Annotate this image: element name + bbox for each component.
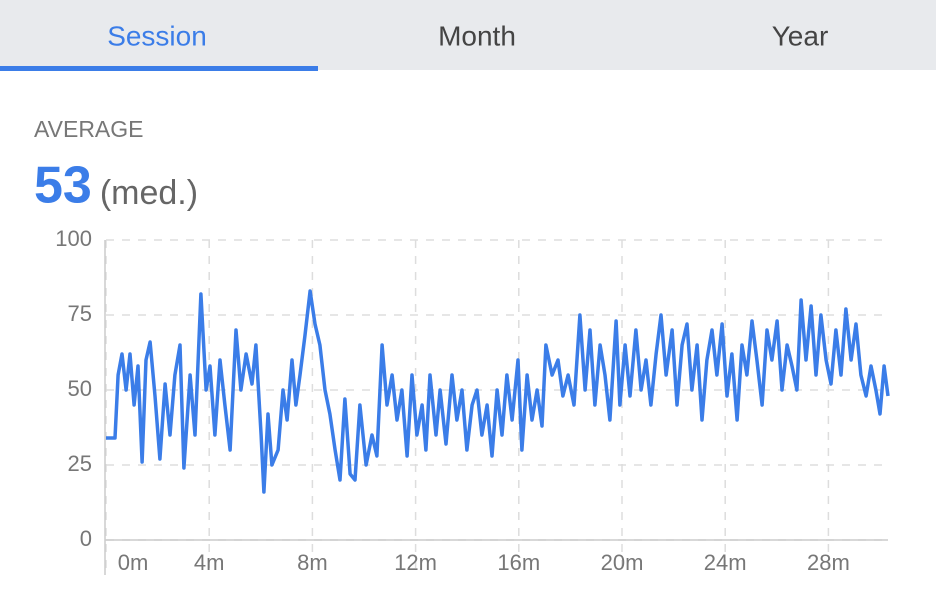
x-tick-label: 4m	[194, 550, 225, 575]
tab[interactable]: Session	[107, 20, 207, 51]
x-tick-label: 16m	[497, 550, 540, 575]
y-tick-label: 25	[68, 451, 92, 476]
x-tick-label: 0m	[118, 550, 149, 575]
tab[interactable]: Year	[772, 20, 829, 51]
summary-unit: (med.)	[100, 174, 198, 212]
summary-label: AVERAGE	[34, 116, 144, 142]
tab-indicator	[0, 66, 318, 71]
x-tick-label: 20m	[601, 550, 644, 575]
tab[interactable]: Month	[438, 20, 516, 51]
y-tick-label: 50	[68, 376, 92, 401]
y-tick-label: 75	[68, 301, 92, 326]
data-line	[106, 289, 890, 494]
tab-bar	[0, 0, 936, 70]
y-tick-label: 100	[55, 226, 92, 251]
x-tick-label: 8m	[297, 550, 328, 575]
y-tick-label: 0	[80, 526, 92, 551]
summary-value: 53	[34, 157, 92, 215]
x-tick-label: 12m	[394, 550, 437, 575]
tabs: Session Month Year	[107, 20, 828, 51]
x-tick-label: 24m	[704, 550, 747, 575]
x-tick-label: 28m	[807, 550, 850, 575]
